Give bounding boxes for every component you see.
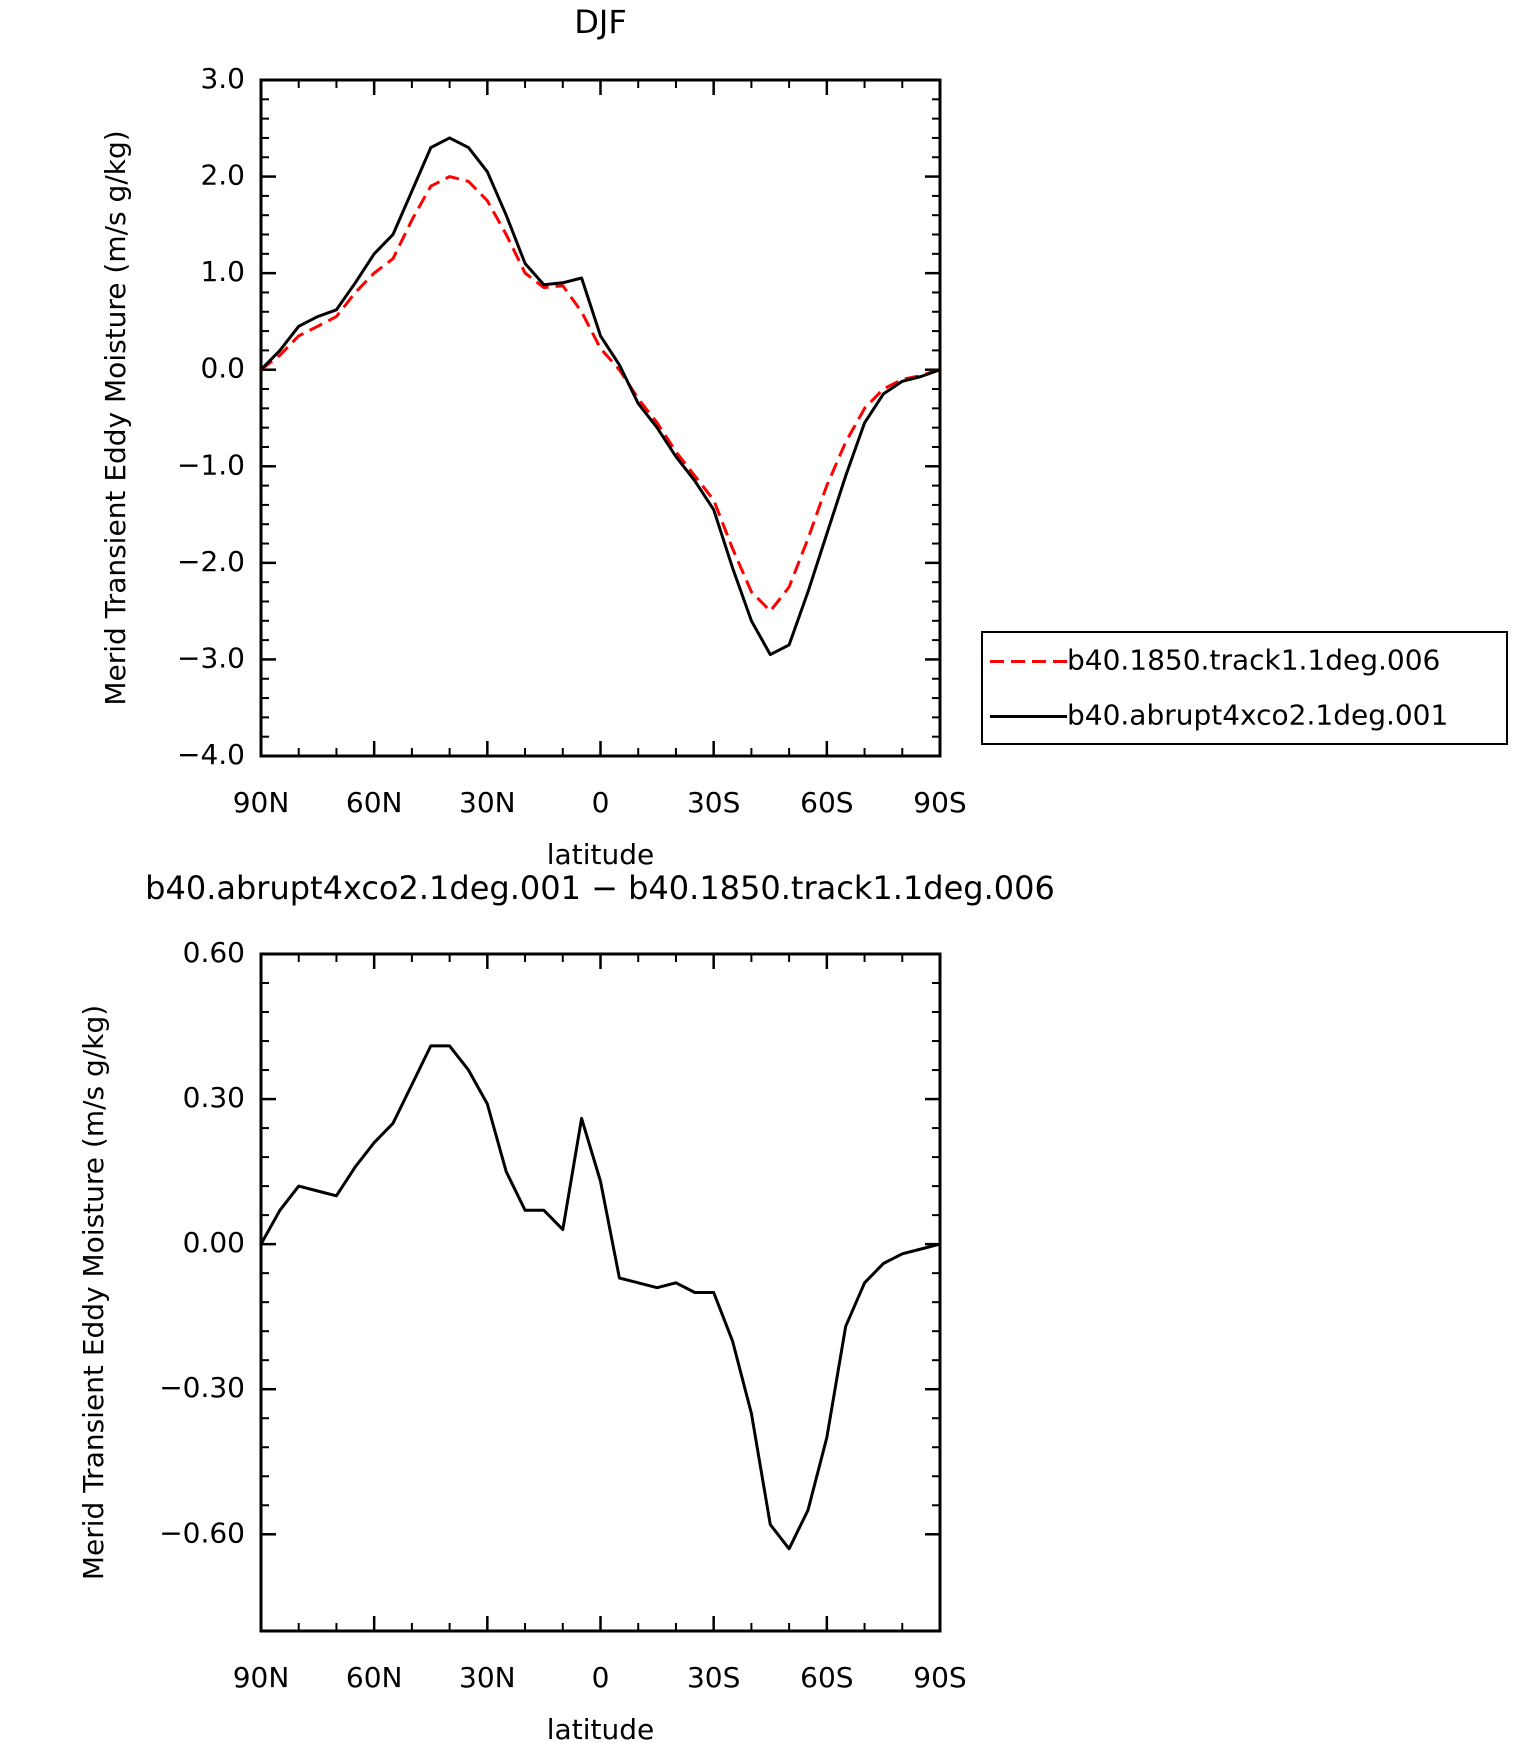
x-tick-label: 30N: [459, 786, 516, 819]
y-tick-label: 0.60: [183, 936, 245, 969]
y-tick-label: 0.30: [183, 1081, 245, 1114]
plot-frame: [259, 78, 942, 758]
x-tick-label: 90N: [233, 786, 290, 819]
series-line: [260, 175, 941, 613]
y-tick-label: 0.00: [183, 1226, 245, 1259]
x-tick-label: 60N: [346, 786, 403, 819]
y-tick-label: −1.0: [177, 448, 245, 481]
x-tick-label: 30S: [687, 786, 740, 819]
y-tick-label: −0.30: [159, 1371, 245, 1404]
y-tick-label: 1.0: [200, 255, 245, 288]
x-tick-label: 30S: [687, 1661, 740, 1694]
y-tick-label: −0.60: [159, 1516, 245, 1549]
y-axis-label: Merid Transient Eddy Moisture (m/s g/kg): [99, 130, 132, 705]
x-axis-label: latitude: [547, 838, 654, 871]
x-tick-label: 60S: [800, 1661, 853, 1694]
x-tick-label: 90S: [913, 1661, 966, 1694]
y-axis-label: Merid Transient Eddy Moisture (m/s g/kg): [77, 1005, 110, 1580]
x-axis-label: latitude: [547, 1713, 654, 1743]
chart-title: b40.abrupt4xco2.1deg.001 − b40.1850.trac…: [145, 869, 1055, 907]
plot-frame: [259, 952, 942, 1633]
y-tick-label: −2.0: [177, 545, 245, 578]
x-tick-label: 0: [592, 786, 610, 819]
y-tick-label: 2.0: [200, 159, 245, 192]
x-tick-label: 60S: [800, 786, 853, 819]
chart-title: DJF: [574, 3, 626, 41]
legend-label: b40.abrupt4xco2.1deg.001: [1067, 699, 1448, 732]
series-line: [259, 136, 941, 657]
legend-label: b40.1850.track1.1deg.006: [1067, 644, 1440, 677]
x-tick-label: 30N: [459, 1661, 516, 1694]
x-tick-label: 90S: [913, 786, 966, 819]
series-line: [259, 1044, 941, 1551]
y-tick-label: 0.0: [200, 352, 245, 385]
x-tick-label: 0: [592, 1661, 610, 1694]
y-tick-label: −4.0: [177, 738, 245, 771]
y-tick-label: 3.0: [200, 62, 245, 95]
legend-box: [981, 631, 1508, 745]
y-tick-label: −3.0: [177, 641, 245, 674]
x-tick-label: 60N: [346, 1661, 403, 1694]
x-tick-label: 90N: [233, 1661, 290, 1694]
